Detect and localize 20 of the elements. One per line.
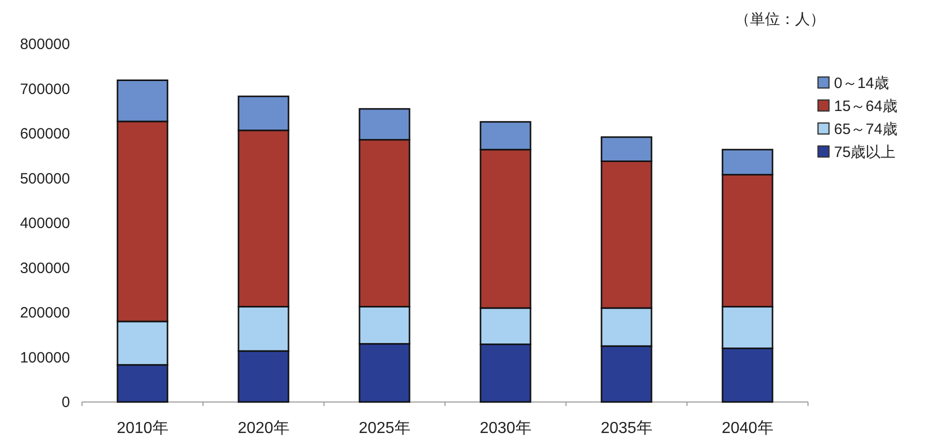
y-tick-label: 500000 xyxy=(20,170,70,188)
y-tick-label: 0 xyxy=(62,394,70,411)
y-tick-label: 300000 xyxy=(20,260,70,277)
y-tick-label: 800000 xyxy=(20,36,70,53)
x-tick-label: 2030年 xyxy=(480,420,532,437)
y-tick-label: 100000 xyxy=(20,349,70,366)
legend-label: 15～64歳 xyxy=(834,98,898,115)
x-tick-label: 2020年 xyxy=(238,420,290,437)
legend-label: 75歳以上 xyxy=(834,144,896,161)
x-tick-label: 2025年 xyxy=(358,420,410,437)
legend-label: 0～14歳 xyxy=(834,75,890,92)
legend-label: 65～74歳 xyxy=(834,121,898,138)
text: （単位：人） xyxy=(735,11,825,28)
x-tick-label: 2010年 xyxy=(116,420,168,437)
x-tick-label: 2040年 xyxy=(722,420,774,437)
y-tick-label: 700000 xyxy=(20,80,70,98)
x-tick-label: 2035年 xyxy=(600,420,652,437)
y-tick-label: 400000 xyxy=(20,215,70,232)
y-tick-label: 200000 xyxy=(20,304,70,322)
y-tick-label: 600000 xyxy=(20,126,70,142)
